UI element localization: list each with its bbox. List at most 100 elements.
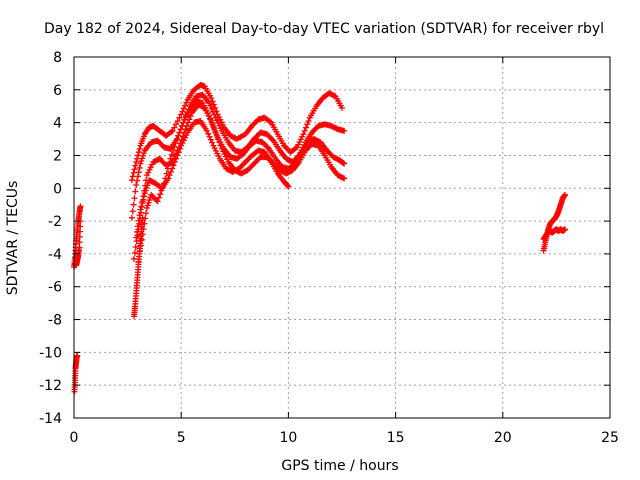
data-point	[173, 155, 180, 162]
data-point	[203, 127, 210, 134]
data-point	[215, 136, 222, 143]
x-axis-label: GPS time / hours	[281, 458, 398, 474]
data-point	[207, 116, 214, 123]
data-point	[131, 249, 138, 256]
data-point	[176, 129, 183, 136]
y-tick-label: -14	[39, 411, 62, 427]
data-point	[132, 188, 139, 195]
data-point	[168, 128, 175, 135]
data-point	[134, 177, 141, 184]
y-tick-label: -6	[48, 280, 62, 296]
data-point	[135, 169, 142, 176]
data-point	[285, 183, 292, 190]
data-point	[208, 105, 215, 112]
data-point	[143, 210, 150, 217]
data-point	[166, 160, 173, 167]
data-point	[180, 105, 187, 112]
data-point	[136, 145, 143, 152]
data-point	[264, 144, 271, 151]
data-point	[212, 104, 219, 111]
data-point	[209, 108, 216, 115]
data-point	[135, 149, 142, 156]
data-point	[339, 174, 346, 181]
data-point	[339, 104, 345, 111]
data-point	[170, 162, 177, 169]
data-point	[341, 160, 348, 167]
data-point	[161, 180, 168, 187]
data-point	[170, 147, 177, 154]
data-point	[162, 175, 169, 182]
data-point	[173, 121, 180, 128]
data-point	[175, 132, 182, 139]
data-point	[134, 152, 141, 159]
data-point	[76, 244, 83, 251]
data-point	[206, 99, 213, 106]
data-point	[138, 203, 145, 210]
data-point	[208, 119, 215, 126]
data-point	[167, 168, 174, 175]
data-point	[284, 182, 291, 189]
data-point	[138, 236, 145, 243]
data-point	[174, 152, 181, 159]
data-point	[129, 173, 136, 180]
data-point	[340, 160, 347, 167]
data-point	[133, 159, 140, 166]
data-point	[130, 169, 137, 176]
data-point	[211, 126, 218, 133]
x-tick-label: 25	[601, 430, 619, 446]
y-tick-label: -10	[39, 345, 62, 361]
data-point	[210, 101, 217, 108]
x-tick-label: 5	[177, 430, 186, 446]
y-axis-label: SDTVAR / TECUs	[5, 181, 21, 296]
data-point	[179, 122, 186, 129]
data-point	[157, 191, 164, 198]
data-point	[182, 102, 189, 109]
data-point	[266, 118, 273, 125]
y-tick-label: -2	[48, 214, 62, 230]
data-point	[137, 206, 144, 213]
plot-frame	[73, 56, 611, 419]
data-point	[158, 187, 165, 194]
data-point	[183, 99, 190, 106]
data-point	[155, 194, 162, 201]
data-point	[176, 114, 183, 121]
data-point	[154, 198, 161, 205]
data-point	[206, 133, 213, 140]
data-point	[212, 129, 219, 136]
data-point	[302, 124, 309, 131]
data-point	[341, 175, 348, 182]
data-point	[217, 142, 224, 149]
grid	[74, 57, 610, 418]
data-point	[166, 172, 173, 179]
data-point	[128, 214, 135, 221]
data-point	[133, 234, 140, 241]
x-tick-label: 10	[279, 430, 297, 446]
data-point	[187, 113, 194, 120]
data-point	[132, 244, 139, 251]
data-point	[186, 116, 193, 123]
data-point	[171, 159, 178, 166]
data-point	[134, 155, 141, 162]
data-point	[341, 127, 348, 134]
x-axis-ticks: 0 5 10 15 20 25	[70, 57, 619, 446]
data-points	[71, 81, 568, 395]
chart-title: Day 182 of 2024, Sidereal Day-to-day VTE…	[44, 21, 604, 37]
x-tick-label: 15	[387, 430, 405, 446]
data-point	[206, 113, 213, 120]
data-point	[209, 122, 216, 129]
data-point	[211, 111, 218, 118]
data-point	[133, 181, 140, 188]
data-point	[300, 131, 307, 138]
data-point	[167, 155, 174, 162]
data-point	[174, 117, 181, 124]
data-point	[213, 132, 220, 139]
data-point	[135, 217, 142, 224]
data-point	[207, 102, 214, 109]
data-point	[171, 124, 178, 131]
data-point	[173, 136, 180, 143]
data-point	[305, 117, 312, 124]
data-point	[139, 200, 146, 207]
x-tick-label: 0	[70, 430, 79, 446]
data-point	[77, 228, 84, 235]
data-point	[269, 136, 276, 143]
